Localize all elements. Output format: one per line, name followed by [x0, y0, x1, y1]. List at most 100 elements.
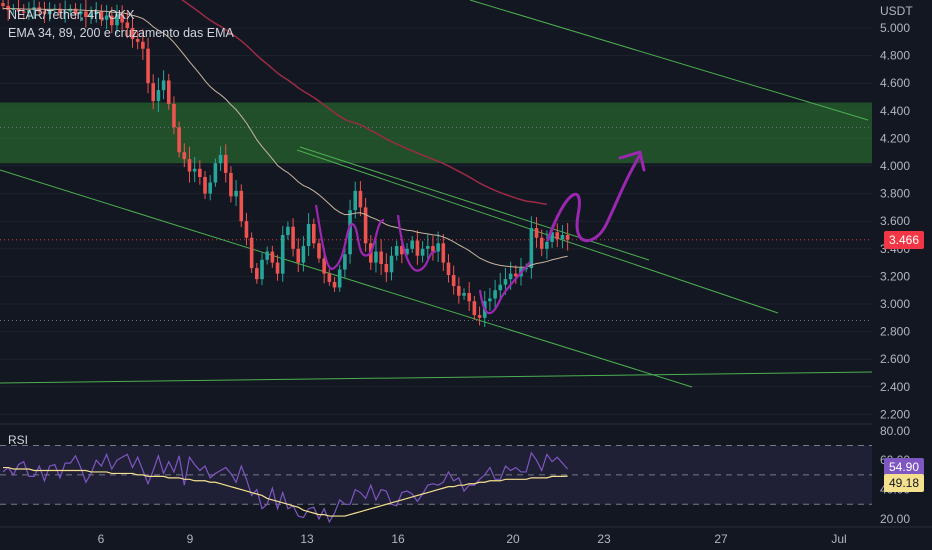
candle-body: [177, 127, 181, 153]
candle-body: [218, 154, 223, 164]
candle-body: [467, 292, 471, 302]
candle-body: [42, 11, 47, 15]
price-tick-label: 4.600: [880, 76, 910, 90]
time-tick-label: 16: [391, 532, 405, 546]
price-tick-label: 3.600: [880, 214, 910, 228]
candle-body: [503, 279, 508, 285]
candle-body: [255, 268, 259, 280]
candle-body: [534, 228, 539, 238]
arrow-head: [618, 150, 646, 172]
candle-body: [508, 273, 513, 280]
candle-body: [457, 286, 461, 296]
candle-body: [58, 8, 62, 13]
candle-body: [301, 246, 306, 263]
candle-body: [493, 290, 497, 299]
candle-body: [125, 22, 130, 28]
candle-body: [234, 190, 238, 197]
candle-body: [109, 15, 114, 26]
candle-body: [462, 292, 466, 296]
candle-body: [135, 39, 140, 42]
rsi-label[interactable]: RSI: [8, 433, 29, 447]
candle-body: [265, 251, 269, 260]
candle-body: [63, 11, 67, 13]
candle-body: [306, 223, 311, 247]
price-tick-label: 2.800: [880, 325, 910, 339]
trendline: [0, 169, 693, 388]
candle-body: [425, 246, 430, 249]
candle-body: [441, 243, 446, 263]
candle-body: [192, 168, 197, 172]
candle-body: [89, 14, 93, 17]
candle-body: [270, 251, 275, 263]
candle-body: [384, 263, 389, 273]
circled-pattern: [396, 214, 437, 272]
time-tick-label: 6: [98, 532, 105, 546]
candle-body: [317, 243, 321, 259]
candle-body: [21, 11, 26, 13]
price-tick-label: 4.400: [880, 104, 910, 118]
time-tick-label: 20: [506, 532, 520, 546]
candle-body: [358, 190, 363, 208]
candle-body: [555, 232, 560, 240]
candle-body: [389, 255, 394, 273]
candle-body: [198, 168, 202, 178]
candle-body: [6, 5, 10, 11]
candle-body: [539, 237, 544, 249]
resistance-zone: [0, 102, 872, 164]
candle-body: [472, 301, 477, 316]
candle-body: [477, 315, 482, 318]
price-tick-label: 3.200: [880, 269, 910, 283]
candle-body: [115, 14, 119, 26]
candle-body: [260, 259, 264, 280]
candle-body: [99, 11, 104, 20]
candle-body: [524, 268, 528, 270]
candle-body: [337, 269, 342, 288]
rsi-panel: [0, 445, 872, 524]
candle-body: [560, 235, 565, 240]
projection-arrow: [546, 153, 642, 243]
last-price-tag: 3.466: [883, 231, 924, 249]
candle-body: [244, 221, 249, 238]
time-tick-label: Jul: [831, 532, 846, 546]
candle-body: [141, 41, 145, 49]
trendline: [0, 371, 873, 384]
candle-body: [229, 172, 233, 197]
candle-body: [322, 258, 326, 274]
candle-body: [213, 163, 218, 183]
price-tick-label: 3.800: [880, 187, 910, 201]
chart-legend: NEAR/Tether, 4h, OKX EMA 34, 89, 200 e c…: [8, 6, 234, 42]
price-axis: USDT 5.000 4.800 4.600 4.400 4.200 4.000 3.800 3…: [872, 0, 932, 550]
candle-body: [296, 248, 301, 263]
candle-body: [11, 8, 16, 11]
candle-body: [208, 182, 212, 194]
candle-body: [514, 273, 518, 277]
candle-body: [343, 254, 347, 270]
candle-body: [332, 281, 337, 288]
price-tick-label: 4.000: [880, 159, 910, 173]
candle-body: [550, 232, 554, 242]
candle-body: [379, 251, 383, 264]
indicator-title[interactable]: EMA 34, 89, 200 e cruzamento das EMA: [8, 26, 234, 40]
candle-body: [275, 262, 280, 274]
candle-body: [498, 284, 503, 291]
candle-body: [291, 226, 295, 249]
candle-body: [312, 223, 316, 244]
price-tick-label: 3.000: [880, 297, 910, 311]
price-axis-unit: USDT: [880, 4, 913, 18]
hand-drawn-projection: [314, 150, 646, 315]
candle-body: [16, 8, 21, 12]
candle-body: [166, 80, 171, 104]
circled-pattern: [478, 261, 531, 315]
candle-body: [446, 262, 451, 276]
time-tick-label: 9: [187, 532, 194, 546]
candle-body: [420, 248, 425, 256]
ema-slow-line: [180, 0, 548, 206]
candle-body: [73, 8, 78, 15]
price-tick-label: 5.000: [880, 21, 910, 35]
symbol-title[interactable]: NEAR/Tether, 4h, OKX: [8, 8, 135, 22]
candle-body: [187, 159, 192, 172]
rsi-tick-label: 20.00: [880, 512, 910, 526]
candle-body: [94, 11, 99, 15]
time-tick-label: 13: [300, 532, 314, 546]
